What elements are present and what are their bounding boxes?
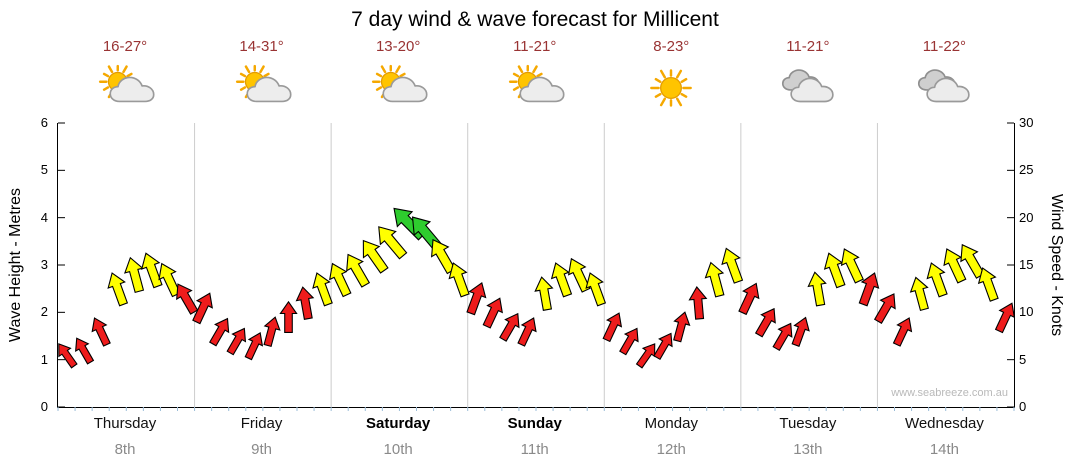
- date-label: 12th: [656, 441, 686, 458]
- right-axis-tick-label: 25: [1019, 162, 1034, 178]
- day-label: Sunday: [507, 415, 562, 432]
- weather-icon-clouds: [740, 62, 876, 114]
- wind-arrow: [279, 300, 298, 333]
- wind-arrow: [534, 276, 554, 311]
- temp-range-label: 8-23°: [653, 38, 690, 55]
- wind-arrow: [977, 267, 999, 302]
- wind-arrow: [448, 262, 470, 298]
- weather-icon-sun-cloud: [330, 62, 466, 114]
- right-axis-tick-label: 15: [1019, 257, 1034, 272]
- wind-arrow: [673, 311, 691, 343]
- wind-arrow: [329, 262, 352, 298]
- wind-arrow: [158, 262, 181, 298]
- day-label: Friday: [240, 415, 283, 432]
- wind-arrow: [704, 261, 725, 298]
- wind-arrow: [295, 286, 315, 320]
- wind-arrow: [858, 272, 880, 307]
- wind-arrow: [926, 262, 948, 298]
- date-label: 11th: [520, 441, 549, 458]
- day-label: Saturday: [366, 415, 431, 432]
- day-label: Wednesday: [904, 415, 984, 432]
- wind-arrow: [550, 262, 573, 298]
- wind-arrow: [754, 307, 776, 338]
- left-axis-tick-label: 2: [40, 304, 48, 320]
- weather-icon-sun-cloud: [467, 62, 603, 114]
- right-axis-tick-label: 5: [1019, 351, 1027, 367]
- wind-arrow: [176, 283, 199, 315]
- watermark-text: www.seabreeze.com.au: [891, 387, 1008, 399]
- date-label: 14th: [929, 441, 960, 458]
- wind-arrow: [585, 272, 607, 307]
- date-label: 10th: [383, 441, 413, 458]
- wind-arrow: [140, 252, 163, 289]
- wind-arrow: [840, 248, 864, 284]
- wind-arrow: [192, 292, 213, 325]
- wind-arrow: [873, 293, 896, 325]
- wind-arrow: [263, 316, 281, 348]
- wind-arrow: [892, 317, 913, 347]
- wind-arrow: [499, 312, 520, 342]
- wind-arrow: [378, 226, 408, 260]
- wind-arrow: [362, 239, 389, 274]
- left-axis-tick-label: 6: [40, 115, 48, 130]
- wind-arrow: [107, 272, 129, 307]
- temp-range-label: 11-21°: [786, 38, 830, 55]
- wind-arrow: [482, 297, 503, 329]
- right-axis-tick-label: 10: [1019, 304, 1034, 320]
- temp-range-label: 16-27°: [102, 38, 148, 55]
- wind-arrow: [688, 286, 708, 320]
- wind-arrow: [619, 327, 639, 356]
- wind-arrow: [244, 331, 264, 361]
- left-axis-tick-label: 4: [40, 209, 48, 225]
- wind-arrow: [943, 248, 967, 284]
- day-label: Thursday: [93, 415, 157, 432]
- wind-arrow: [791, 316, 810, 347]
- wind-arrow: [807, 271, 827, 307]
- wind-arrow: [209, 317, 230, 347]
- wind-arrow: [994, 302, 1016, 334]
- wind-arrow: [721, 247, 744, 284]
- left-axis-tick-label: 1: [40, 351, 48, 367]
- wind-arrow: [772, 322, 793, 352]
- plot-area: www.seabreeze.com.au: [57, 122, 1016, 411]
- wind-arrow: [909, 276, 929, 312]
- day-label: Tuesday: [779, 415, 837, 432]
- chart-title: 7 day wind & wave forecast for Millicent: [351, 8, 719, 31]
- wind-arrow: [226, 327, 247, 356]
- right-axis-tick-label: 20: [1019, 209, 1034, 225]
- wind-arrow: [517, 317, 537, 347]
- wind-arrow: [91, 317, 111, 347]
- right-axis-tick-label: 0: [1019, 399, 1027, 414]
- weather-icon-sun-cloud: [57, 62, 193, 114]
- date-label: 8th: [114, 441, 136, 458]
- left-axis-tick-label: 0: [40, 399, 48, 414]
- left-axis-tick-label: 3: [40, 257, 48, 272]
- wind-arrow: [738, 282, 760, 316]
- wind-arrow-chart: [57, 122, 1016, 411]
- temp-range-label: 11-22°: [922, 38, 967, 55]
- wind-arrow: [346, 253, 371, 288]
- wind-arrow: [567, 257, 591, 293]
- right-axis-tick-label: 30: [1019, 115, 1034, 130]
- wind-arrow: [75, 337, 95, 365]
- temp-range-label: 14-31°: [239, 38, 284, 55]
- date-label: 9th: [251, 441, 272, 458]
- wind-arrow: [58, 343, 78, 369]
- left-axis-tick-label: 5: [40, 162, 48, 178]
- weather-icon-sun: [603, 62, 739, 114]
- temp-range-label: 11-21°: [513, 38, 557, 55]
- wind-arrow: [602, 312, 623, 343]
- weather-icon-sun-cloud: [194, 62, 330, 114]
- temp-range-label: 13-20°: [375, 38, 421, 55]
- day-label: Monday: [644, 415, 698, 432]
- wind-arrow: [312, 272, 333, 307]
- wind-arrow: [653, 332, 673, 361]
- date-label: 13th: [793, 441, 823, 458]
- wind-arrow: [466, 282, 487, 316]
- weather-icon-clouds: [876, 62, 1012, 114]
- wind-arrow: [823, 252, 846, 289]
